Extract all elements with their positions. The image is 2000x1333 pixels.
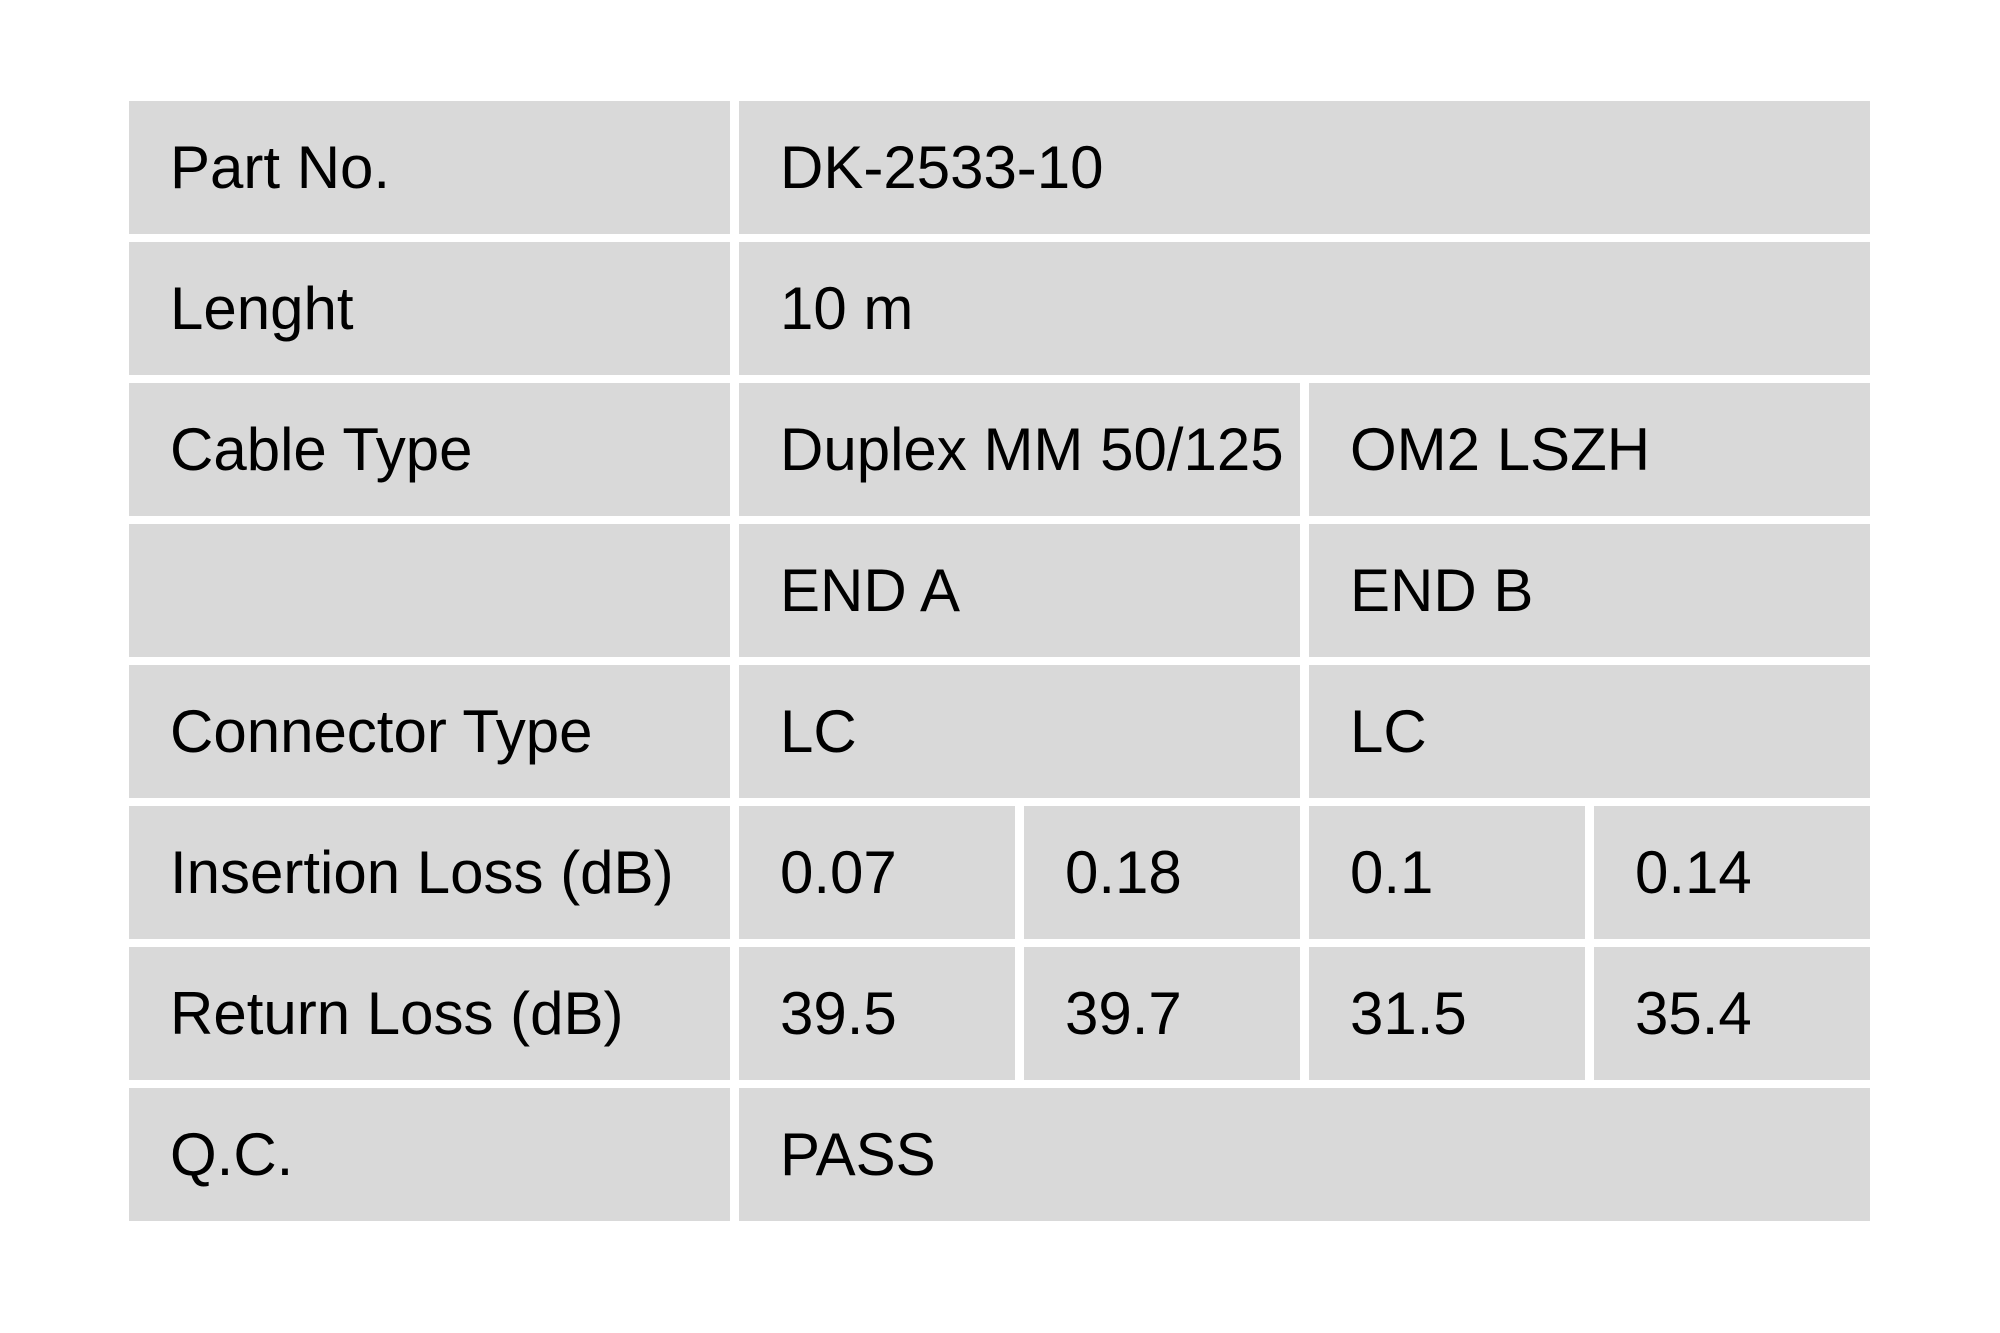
return-loss-end-a-2: 39.7 [1024, 947, 1300, 1080]
row-qc: Q.C. PASS [129, 1088, 1870, 1221]
row-cable-type: Cable Type Duplex MM 50/125 OM2 LSZH [129, 383, 1870, 516]
return-loss-end-a-1: 39.5 [739, 947, 1015, 1080]
row-ends-header: END A END B [129, 524, 1870, 657]
spec-table-container: Part No. DK-2533-10 Lenght 10 m Cable Ty… [120, 93, 1879, 1229]
part-no-label: Part No. [129, 101, 730, 234]
return-loss-label: Return Loss (dB) [129, 947, 730, 1080]
row-length: Lenght 10 m [129, 242, 1870, 375]
return-loss-end-b-2: 35.4 [1594, 947, 1870, 1080]
insertion-loss-end-b-1: 0.1 [1309, 806, 1585, 939]
end-a-header: END A [739, 524, 1300, 657]
cable-type-value-left: Duplex MM 50/125 [739, 383, 1300, 516]
insertion-loss-end-a-2: 0.18 [1024, 806, 1300, 939]
ends-header-empty-cell [129, 524, 730, 657]
qc-label: Q.C. [129, 1088, 730, 1221]
return-loss-end-b-1: 31.5 [1309, 947, 1585, 1080]
insertion-loss-label: Insertion Loss (dB) [129, 806, 730, 939]
connector-type-end-b: LC [1309, 665, 1870, 798]
length-value: 10 m [739, 242, 1870, 375]
insertion-loss-end-a-1: 0.07 [739, 806, 1015, 939]
part-no-value: DK-2533-10 [739, 101, 1870, 234]
insertion-loss-end-b-2: 0.14 [1594, 806, 1870, 939]
cable-type-value-right: OM2 LSZH [1309, 383, 1870, 516]
qc-value: PASS [739, 1088, 1870, 1221]
length-label: Lenght [129, 242, 730, 375]
row-return-loss: Return Loss (dB) 39.5 39.7 31.5 35.4 [129, 947, 1870, 1080]
cable-test-spec-table: Part No. DK-2533-10 Lenght 10 m Cable Ty… [120, 93, 1879, 1229]
row-part-no: Part No. DK-2533-10 [129, 101, 1870, 234]
row-connector-type: Connector Type LC LC [129, 665, 1870, 798]
connector-type-label: Connector Type [129, 665, 730, 798]
end-b-header: END B [1309, 524, 1870, 657]
connector-type-end-a: LC [739, 665, 1300, 798]
row-insertion-loss: Insertion Loss (dB) 0.07 0.18 0.1 0.14 [129, 806, 1870, 939]
cable-type-label: Cable Type [129, 383, 730, 516]
